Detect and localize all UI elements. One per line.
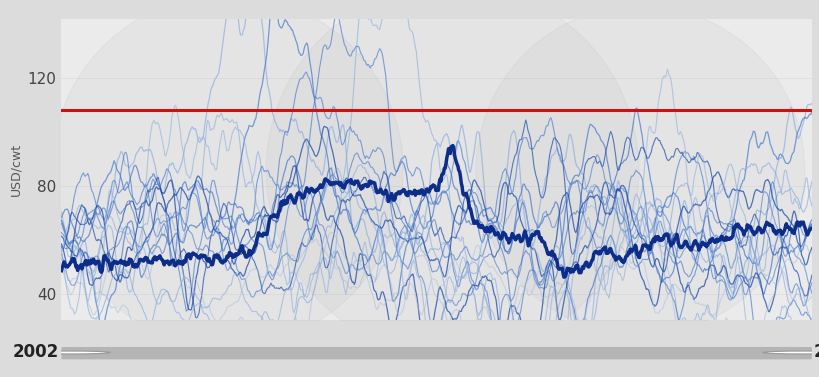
Point bbox=[220, 167, 233, 173]
Point bbox=[632, 167, 645, 173]
Text: 2019: 2019 bbox=[813, 343, 819, 362]
Text: 2002: 2002 bbox=[13, 343, 59, 362]
FancyBboxPatch shape bbox=[61, 347, 811, 359]
Circle shape bbox=[762, 351, 819, 354]
Point bbox=[445, 167, 458, 173]
Y-axis label: USD/cwt: USD/cwt bbox=[9, 143, 22, 196]
Circle shape bbox=[28, 351, 110, 354]
